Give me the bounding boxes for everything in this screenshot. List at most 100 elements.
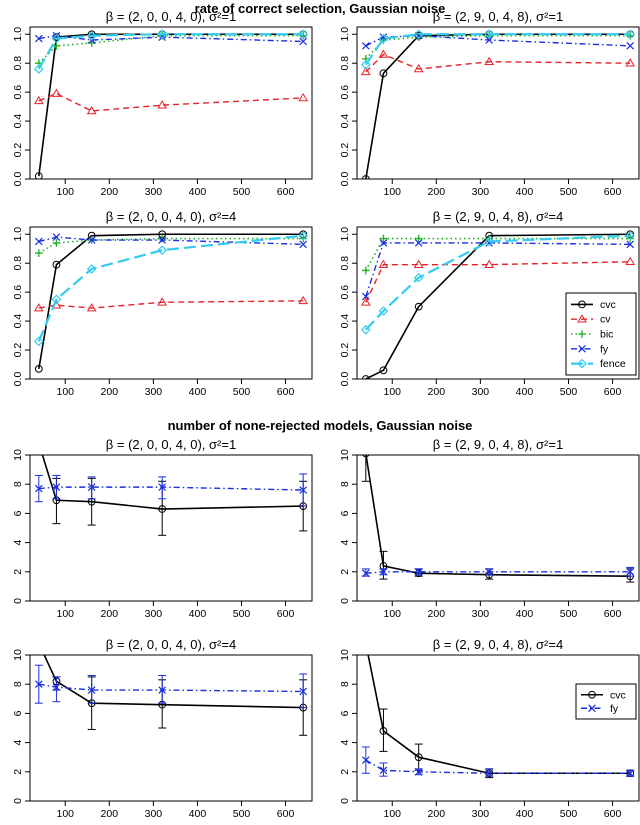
data-point-cv xyxy=(33,95,44,105)
x-tick-label: 600 xyxy=(277,808,295,820)
x-tick-label: 300 xyxy=(472,608,490,620)
y-tick-label: 0.0 xyxy=(12,372,24,387)
y-tick-label: 8 xyxy=(12,481,24,487)
series-line-fy xyxy=(365,571,631,574)
data-point-fence xyxy=(51,33,62,44)
data-point-fence xyxy=(484,236,495,247)
plot-frame xyxy=(29,226,313,380)
y-tick-label: 0 xyxy=(339,598,351,604)
x-tick-label: 600 xyxy=(277,608,295,620)
x-tick-label: 100 xyxy=(383,386,401,398)
data-point-bic xyxy=(158,234,167,243)
data-point-cv xyxy=(33,303,44,312)
x-tick-label: 200 xyxy=(101,386,119,398)
legend: cvc fy xyxy=(575,683,637,720)
x-tick-label: 400 xyxy=(189,186,207,198)
data-point-cvc xyxy=(34,364,43,373)
series-line-cv xyxy=(365,261,631,303)
panel-title: β = (2, 0, 0, 4, 0), σ²=1 xyxy=(106,9,236,24)
data-point-cvc xyxy=(34,172,43,179)
data-point-fence xyxy=(298,29,309,40)
y-tick-label: 0.8 xyxy=(339,256,351,271)
y-tick-label: 6 xyxy=(339,710,351,716)
series-line-fy xyxy=(38,683,304,693)
x-tick-label: 200 xyxy=(428,186,446,198)
plot-area xyxy=(361,655,635,779)
x-tick-label: 600 xyxy=(604,608,622,620)
data-point-fy xyxy=(87,686,96,694)
chart-panel: β = (2, 9, 0, 4, 8), σ²=4 100 200 300 400 500… xyxy=(339,209,640,398)
data-point-cv xyxy=(86,105,97,115)
data-point-fy xyxy=(87,236,96,244)
panel-title: β = (2, 9, 0, 4, 8), σ²=1 xyxy=(433,437,563,452)
data-point-fence xyxy=(51,294,62,305)
data-point-fence xyxy=(413,29,424,40)
data-point-cvc xyxy=(52,260,61,269)
plot-frame xyxy=(29,654,313,802)
x-tick-label: 300 xyxy=(145,386,163,398)
x-tick-label: 500 xyxy=(233,186,251,198)
x-tick-label: 100 xyxy=(56,808,74,820)
series-line-cvc xyxy=(38,233,304,370)
x-tick-label: 100 xyxy=(56,186,74,198)
x-tick-label: 300 xyxy=(145,186,163,198)
data-point-fence xyxy=(360,59,371,70)
legend-marker-fy xyxy=(578,344,586,353)
y-tick-label: 4 xyxy=(12,740,24,746)
data-point-cvc xyxy=(158,505,167,513)
data-point-fence xyxy=(157,245,168,256)
chart-panel: β = (2, 0, 0, 4, 0), σ²=1 100 200 300 400 500… xyxy=(12,9,313,198)
data-point-fy xyxy=(52,233,61,241)
legend: cvc cv bic fy fence xyxy=(565,292,637,376)
data-point-cvc xyxy=(361,175,370,179)
x-tick-label: 200 xyxy=(428,608,446,620)
legend-label-bic: bic xyxy=(600,329,613,341)
data-point-cv xyxy=(157,297,168,306)
data-point-cv xyxy=(157,100,168,109)
data-point-fy xyxy=(158,686,167,694)
legend-label-cv: cv xyxy=(600,314,611,326)
legend-marker-cvc xyxy=(578,300,586,309)
panel-title: β = (2, 9, 0, 4, 8), σ²=4 xyxy=(433,637,563,652)
y-tick-label: 1.0 xyxy=(12,27,24,42)
legend-box xyxy=(565,292,637,376)
plot-area xyxy=(34,655,308,736)
y-tick-label: 2 xyxy=(339,569,351,575)
data-point-cv xyxy=(298,295,309,305)
series-line-bic xyxy=(365,237,631,271)
plot-area xyxy=(33,230,309,373)
data-point-cv xyxy=(625,58,636,67)
data-point-cvc xyxy=(361,375,370,379)
data-point-fy xyxy=(361,756,370,764)
y-tick-label: 4 xyxy=(339,740,351,746)
x-tick-label: 300 xyxy=(145,808,163,820)
data-point-fence xyxy=(625,29,636,40)
data-point-fy xyxy=(34,237,43,246)
y-tick-label: 0.4 xyxy=(12,114,24,129)
data-point-fy xyxy=(87,483,96,491)
series-line-fence xyxy=(365,234,631,331)
y-tick-label: 0.6 xyxy=(339,285,351,300)
data-point-cv xyxy=(51,88,62,97)
y-tick-label: 0.6 xyxy=(12,285,24,300)
data-point-cv xyxy=(484,259,495,268)
y-tick-label: 0.2 xyxy=(339,343,351,358)
data-point-fence xyxy=(86,30,97,41)
x-tick-label: 500 xyxy=(560,808,578,820)
legend-marker-cvc xyxy=(588,690,596,699)
data-point-fence xyxy=(33,64,44,74)
data-point-fy xyxy=(361,292,370,301)
plot-area xyxy=(34,455,308,536)
y-tick-label: 0.0 xyxy=(339,172,351,187)
y-tick-label: 0.2 xyxy=(339,143,351,158)
series-line-fence xyxy=(37,33,304,70)
x-tick-label: 300 xyxy=(472,808,490,820)
series-line-fy xyxy=(38,486,304,491)
data-point-fy xyxy=(485,567,494,576)
series-line-cvc xyxy=(43,655,304,709)
series-line-cv xyxy=(38,300,304,309)
data-point-fy xyxy=(379,567,388,576)
legend-marker-bic xyxy=(578,330,586,338)
